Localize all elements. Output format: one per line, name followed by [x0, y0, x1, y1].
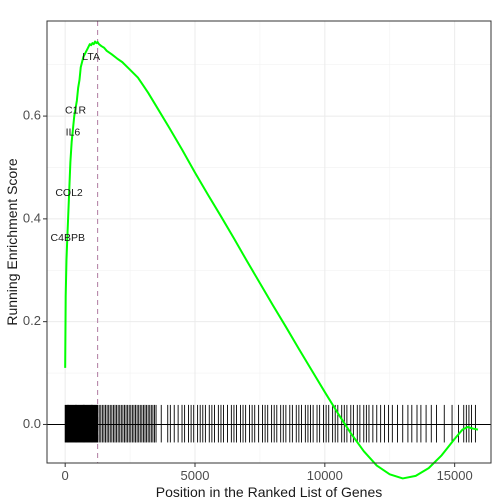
gene-label: C1R — [65, 105, 86, 117]
axes: 0 5000 10000 15000 0.0 0.2 0.4 0.6 — [23, 20, 492, 483]
y-tick-label: 0.2 — [23, 313, 41, 328]
y-tick-label: 0.0 — [23, 416, 41, 431]
x-axis-title: Position in the Ranked List of Genes — [156, 484, 382, 500]
gene-hit-rug — [64, 404, 476, 443]
gene-label: IL6 — [66, 126, 81, 138]
x-tick-label: 5000 — [181, 468, 210, 483]
minor-gridlines — [47, 21, 491, 463]
y-tick-label: 0.6 — [23, 108, 41, 123]
running-score-line — [64, 40, 479, 480]
x-tick-label: 15000 — [437, 468, 473, 483]
y-tick-label: 0.4 — [23, 210, 41, 225]
panel-border — [46, 20, 492, 464]
gene-label: LTA — [82, 51, 100, 63]
y-axis-title: Running Enrichment Score — [4, 158, 20, 326]
x-tick-label: 0 — [62, 468, 69, 483]
x-tick-label: 10000 — [307, 468, 343, 483]
gene-labels: LTA C1R IL6 COL2 C4BPB — [51, 51, 100, 244]
gene-label: COL2 — [55, 187, 83, 199]
gene-label: C4BPB — [51, 232, 85, 244]
plot-panel — [47, 21, 491, 463]
enrichment-curve — [64, 40, 479, 480]
